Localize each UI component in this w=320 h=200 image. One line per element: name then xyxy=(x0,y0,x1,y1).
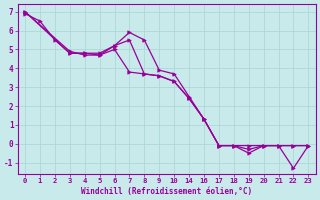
X-axis label: Windchill (Refroidissement éolien,°C): Windchill (Refroidissement éolien,°C) xyxy=(81,187,252,196)
